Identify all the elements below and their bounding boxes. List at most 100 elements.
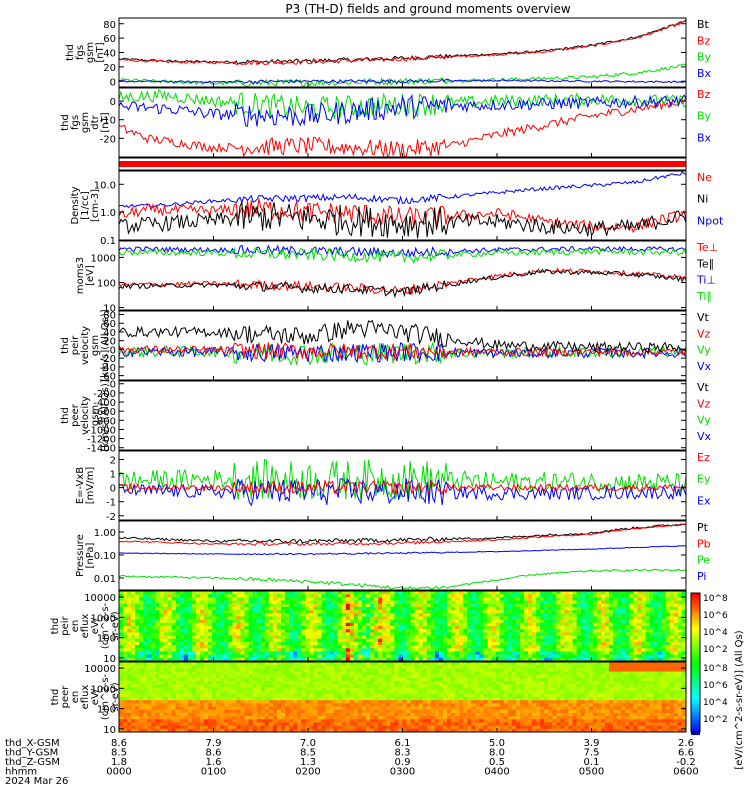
spectrogram-cell bbox=[483, 629, 489, 633]
spectrogram-cell bbox=[147, 677, 152, 682]
ylabel-line: Pressure bbox=[75, 534, 86, 577]
spectrogram-cell bbox=[256, 687, 262, 692]
spectrogram-cell bbox=[455, 626, 460, 630]
spectrogram-cell bbox=[135, 594, 140, 598]
spectrogram-cell bbox=[673, 635, 679, 640]
spectrogram-cell bbox=[357, 591, 363, 595]
spectrogram-cell bbox=[479, 635, 484, 640]
spectrogram-cell bbox=[337, 657, 343, 662]
spectrogram-cell bbox=[135, 690, 140, 695]
spectrogram-cell bbox=[580, 597, 586, 602]
spectrogram-cell bbox=[297, 671, 302, 676]
spectrogram-cell bbox=[171, 687, 177, 692]
spectrogram-cell bbox=[127, 638, 132, 643]
spectrogram-cell bbox=[637, 603, 642, 608]
spectrogram-cell bbox=[248, 600, 254, 605]
spectrogram-cell bbox=[179, 668, 185, 673]
spectrogram-cell bbox=[337, 722, 343, 727]
spectrogram-cell bbox=[422, 594, 428, 598]
spectrogram-cell bbox=[637, 638, 642, 643]
spectrogram-cell bbox=[216, 665, 221, 669]
spectrogram-cell bbox=[256, 706, 262, 711]
spectrogram-cell bbox=[596, 613, 602, 617]
spectrogram-cell bbox=[179, 728, 185, 733]
spectrogram-cell bbox=[341, 645, 347, 649]
spectrogram-cell bbox=[349, 648, 355, 652]
spectrogram-cell bbox=[151, 616, 156, 621]
spectrogram-cell bbox=[390, 626, 395, 630]
spectrogram-cell bbox=[357, 668, 363, 673]
spectrogram-cell bbox=[430, 626, 436, 630]
spectrogram-cell bbox=[596, 591, 602, 595]
spectrogram-cell bbox=[285, 709, 290, 714]
spectrogram-cell bbox=[362, 619, 367, 624]
spectrogram-cell bbox=[143, 697, 148, 701]
spectrogram-cell bbox=[410, 677, 416, 682]
spectrogram-cell bbox=[390, 690, 395, 695]
spectrogram-cell bbox=[362, 684, 367, 688]
spectrogram-cell bbox=[410, 700, 416, 704]
spectrogram-cell bbox=[410, 712, 416, 717]
spectrogram-cell bbox=[398, 693, 403, 698]
panel-frame bbox=[118, 170, 687, 241]
spectrogram-cell bbox=[605, 645, 610, 649]
spectrogram-cell bbox=[515, 603, 521, 608]
spectrogram-cell bbox=[410, 648, 416, 652]
spectrogram-cell bbox=[256, 693, 262, 698]
spectrogram-cell bbox=[264, 697, 270, 701]
spectrogram-cell bbox=[260, 722, 266, 727]
spectrogram-cell bbox=[386, 645, 391, 649]
spectrogram-cell bbox=[596, 622, 602, 627]
spectrogram-cell bbox=[463, 606, 468, 611]
spectrogram-cell bbox=[131, 693, 136, 698]
spectrogram-cell bbox=[406, 722, 412, 727]
spectrogram-cell bbox=[657, 645, 663, 649]
spectrogram-cell bbox=[552, 603, 557, 608]
spectrogram-cell bbox=[131, 681, 136, 685]
spectrogram-cell bbox=[289, 703, 294, 708]
spectrogram-cell bbox=[329, 597, 335, 602]
spectrogram-cell bbox=[600, 597, 606, 602]
spectrogram-cell bbox=[633, 638, 638, 643]
spectrogram-cell bbox=[394, 674, 399, 679]
spectrogram-cell bbox=[402, 603, 408, 608]
spectrogram-cell bbox=[467, 651, 472, 656]
spectrogram-cell bbox=[159, 665, 165, 669]
spectrogram-cell bbox=[378, 662, 383, 666]
spectrogram-cell bbox=[596, 651, 602, 656]
spectrogram-cell bbox=[673, 613, 679, 617]
spectrogram-cell bbox=[260, 622, 266, 627]
spectrogram-cell bbox=[183, 677, 189, 682]
spectrogram-cell bbox=[155, 632, 160, 637]
spectrogram-cell bbox=[345, 638, 351, 643]
spectrogram-cell bbox=[398, 665, 403, 669]
spectrogram-cell bbox=[281, 648, 286, 652]
spectrogram-cell bbox=[483, 594, 489, 598]
panel-frame bbox=[118, 380, 687, 451]
spectrogram-cell bbox=[471, 619, 476, 624]
spectrogram-cell bbox=[179, 648, 185, 652]
spectrogram-cell bbox=[345, 651, 351, 656]
spectrogram-cell bbox=[544, 603, 549, 608]
spectrogram-cell bbox=[333, 709, 339, 714]
spectrogram-cell bbox=[240, 645, 246, 649]
spectrogram-cell bbox=[353, 712, 359, 717]
ytick-label: 60 bbox=[103, 319, 116, 330]
spectrogram-cell bbox=[349, 632, 355, 637]
spectrogram-cell bbox=[272, 600, 278, 605]
spectrogram-cell bbox=[119, 641, 124, 646]
spectrogram-cell bbox=[337, 591, 343, 595]
spectrogram-cell bbox=[119, 703, 124, 708]
spectrogram-cell bbox=[609, 606, 614, 611]
spectrogram-cell bbox=[147, 616, 152, 621]
spectrogram-cell bbox=[418, 632, 424, 637]
spectrogram-cell bbox=[345, 613, 351, 617]
spectrogram-cell bbox=[317, 719, 322, 723]
spectrogram-cell bbox=[349, 668, 355, 673]
spectrogram-cell bbox=[617, 638, 622, 643]
spectrogram-cell bbox=[532, 629, 537, 633]
spectrogram-cell bbox=[131, 629, 136, 633]
spectrogram-cell bbox=[147, 719, 152, 723]
spectrogram-cell bbox=[285, 697, 290, 701]
spectrogram-cell bbox=[135, 622, 140, 627]
